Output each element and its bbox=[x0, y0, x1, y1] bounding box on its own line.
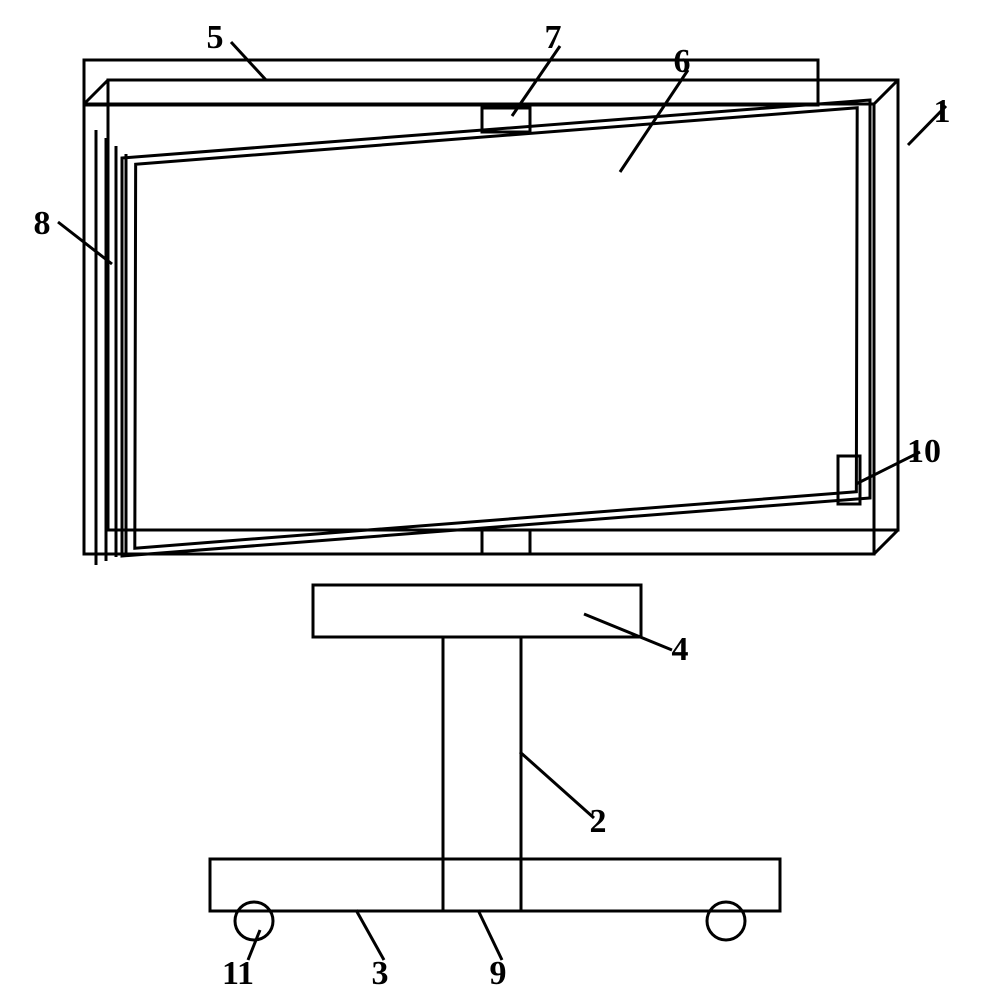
inner-panel-inner bbox=[135, 108, 857, 548]
callout-label-6: 6 bbox=[674, 43, 691, 80]
callout-line-4 bbox=[584, 614, 672, 650]
callout-line-9 bbox=[478, 910, 502, 960]
pedestal-plate bbox=[313, 585, 641, 637]
callout-label-1: 1 bbox=[934, 93, 951, 130]
callout-label-9: 9 bbox=[490, 955, 507, 992]
callout-line-2 bbox=[520, 752, 594, 818]
callout-label-5: 5 bbox=[207, 19, 224, 56]
callout-label-10: 10 bbox=[907, 433, 941, 470]
column bbox=[443, 637, 521, 859]
wheel-1 bbox=[707, 902, 745, 940]
top-box bbox=[84, 60, 818, 105]
depth-edge bbox=[874, 80, 898, 104]
callout-label-3: 3 bbox=[372, 955, 389, 992]
callout-label-4: 4 bbox=[672, 631, 689, 668]
depth-edge bbox=[84, 80, 108, 104]
base-center bbox=[443, 859, 521, 911]
depth-edge bbox=[874, 530, 898, 554]
bottom-clip bbox=[482, 530, 530, 554]
callout-label-11: 11 bbox=[222, 955, 254, 992]
wheel-0 bbox=[235, 902, 273, 940]
outer-frame-front bbox=[84, 104, 874, 554]
outer-frame-back bbox=[108, 80, 898, 530]
callout-line-3 bbox=[356, 910, 384, 960]
callout-label-8: 8 bbox=[34, 205, 51, 242]
callout-label-2: 2 bbox=[590, 803, 607, 840]
base bbox=[210, 859, 780, 911]
callout-label-7: 7 bbox=[545, 19, 562, 56]
inner-panel-outer bbox=[122, 100, 870, 556]
